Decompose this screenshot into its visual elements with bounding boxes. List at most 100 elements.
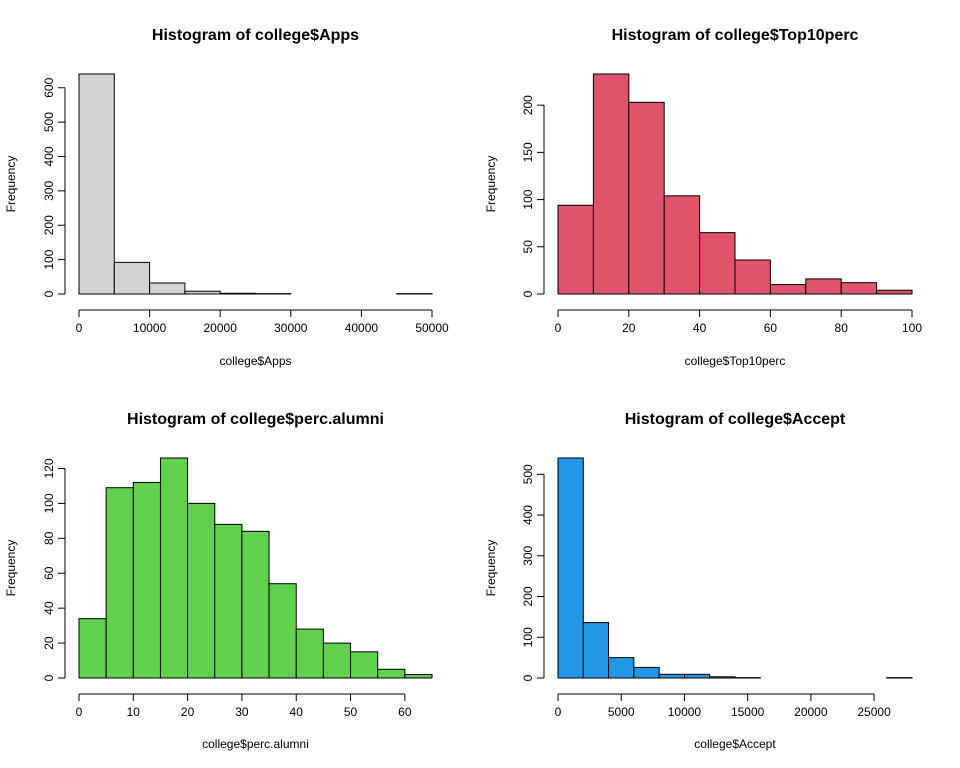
y-tick-label: 100: [42, 249, 56, 269]
histogram-bar: [377, 668, 406, 679]
histogram-bar: [658, 673, 685, 679]
x-tick-label: 5000: [608, 705, 635, 719]
histogram-bar: [295, 628, 324, 679]
y-tick-label: 20: [42, 636, 56, 650]
chart-title: Histogram of college$Accept: [625, 411, 846, 428]
chart-title: Histogram of college$perc.alumni: [127, 411, 384, 428]
histogram-bar: [322, 642, 352, 679]
histogram-bar: [187, 502, 216, 679]
y-tick-label: 300: [42, 181, 56, 201]
x-axis-label: college$perc.alumni: [202, 737, 309, 751]
x-axis: 0 10000 20000 30000 40000 50000: [76, 309, 449, 335]
chart-title: Histogram of college$Apps: [152, 27, 359, 44]
histogram-bar: [582, 622, 610, 679]
histogram-bar: [78, 618, 107, 679]
histogram-bar: [268, 583, 297, 679]
y-tick-label: 150: [521, 142, 535, 162]
y-tick-label: 600: [42, 77, 56, 97]
x-tick-label: 50000: [415, 321, 449, 335]
x-tick-label: 10000: [668, 705, 702, 719]
y-tick-label: 0: [42, 290, 56, 297]
histogram-bar: [769, 284, 807, 295]
y-tick-label: 40: [42, 601, 56, 615]
histogram-bar: [404, 674, 433, 679]
chart-title: Histogram of college$Top10perc: [612, 27, 859, 44]
x-tick-label: 50: [344, 705, 358, 719]
histogram-bar: [350, 651, 379, 679]
y-tick-label: 60: [42, 566, 56, 580]
y-tick-label: 100: [521, 627, 535, 647]
x-axis: 0 10 20 30 40 50 60: [76, 693, 412, 719]
histogram-bar: [113, 261, 151, 295]
histogram-bar: [876, 289, 913, 295]
histogram-bar: [683, 673, 711, 679]
y-axis: 0 100 200 300 400 500 600: [42, 77, 66, 297]
x-axis-label: college$Top10perc: [685, 354, 786, 368]
x-tick-label: 0: [555, 321, 562, 335]
x-tick-label: 20000: [204, 321, 238, 335]
x-tick-label: 60: [764, 321, 778, 335]
x-tick-label: 0: [76, 705, 83, 719]
y-tick-label: 50: [521, 240, 535, 254]
x-tick-label: 80: [835, 321, 849, 335]
histogram-bar: [557, 457, 584, 679]
y-tick-label: 120: [42, 458, 56, 478]
x-axis: 0 20 40 60 80 100: [555, 309, 922, 335]
histogram-bar: [149, 282, 186, 295]
x-axis: 0 5000 10000 15000 20000 25000: [555, 693, 891, 719]
x-tick-label: 40000: [345, 321, 379, 335]
y-tick-label: 200: [42, 215, 56, 235]
y-tick-label: 80: [42, 531, 56, 545]
x-tick-label: 25000: [857, 705, 891, 719]
y-axis-label: Frequency: [4, 156, 18, 213]
histogram-bar: [184, 290, 221, 295]
x-tick-label: 15000: [731, 705, 765, 719]
histogram-bar: [159, 457, 189, 679]
y-tick-label: 0: [521, 674, 535, 681]
histogram-panel-2: Histogram of college$Top10perc 0 20 40 60 80 1…: [484, 27, 922, 368]
x-axis-label: college$Apps: [219, 354, 291, 368]
histogram-bar: [663, 195, 701, 295]
x-tick-label: 20000: [794, 705, 828, 719]
histogram-bar: [709, 676, 736, 679]
histogram-bar: [633, 666, 660, 679]
histogram-bar: [105, 487, 134, 679]
x-tick-label: 40: [693, 321, 707, 335]
y-axis: 0 100 200 300 400 500: [521, 464, 545, 681]
histogram-bar: [628, 101, 665, 295]
y-tick-label: 300: [521, 545, 535, 565]
y-axis: 0 20 40 60 80 100 120: [42, 458, 66, 681]
histogram-bar: [214, 523, 243, 679]
histogram-panel-3: Histogram of college$perc.alumni 0 10 20 30 4…: [4, 411, 433, 751]
x-tick-label: 100: [902, 321, 922, 335]
histogram-bar: [734, 259, 771, 295]
histogram-bar: [840, 282, 878, 295]
y-tick-label: 400: [521, 505, 535, 525]
x-tick-label: 30000: [274, 321, 308, 335]
histogram-bar: [557, 204, 594, 295]
x-tick-label: 40: [290, 705, 304, 719]
x-tick-label: 0: [555, 705, 562, 719]
x-tick-label: 10: [127, 705, 141, 719]
histogram-bar: [132, 481, 161, 679]
y-axis-label: Frequency: [484, 540, 498, 597]
x-tick-label: 20: [622, 321, 636, 335]
y-axis-label: Frequency: [4, 540, 18, 597]
x-tick-label: 0: [76, 321, 83, 335]
histogram-bar: [805, 278, 842, 295]
y-tick-label: 0: [42, 674, 56, 681]
y-tick-label: 400: [42, 146, 56, 166]
histogram-bar: [219, 292, 256, 295]
y-tick-label: 500: [521, 464, 535, 484]
y-tick-label: 200: [521, 95, 535, 115]
y-axis: 0 50 100 150 200: [521, 95, 545, 297]
x-axis-label: college$Accept: [694, 737, 776, 751]
x-tick-label: 60: [398, 705, 412, 719]
histogram-bar: [608, 657, 635, 679]
histogram-bar: [592, 73, 630, 295]
histogram-bar: [78, 73, 115, 295]
x-tick-label: 20: [181, 705, 195, 719]
y-tick-label: 100: [521, 189, 535, 209]
